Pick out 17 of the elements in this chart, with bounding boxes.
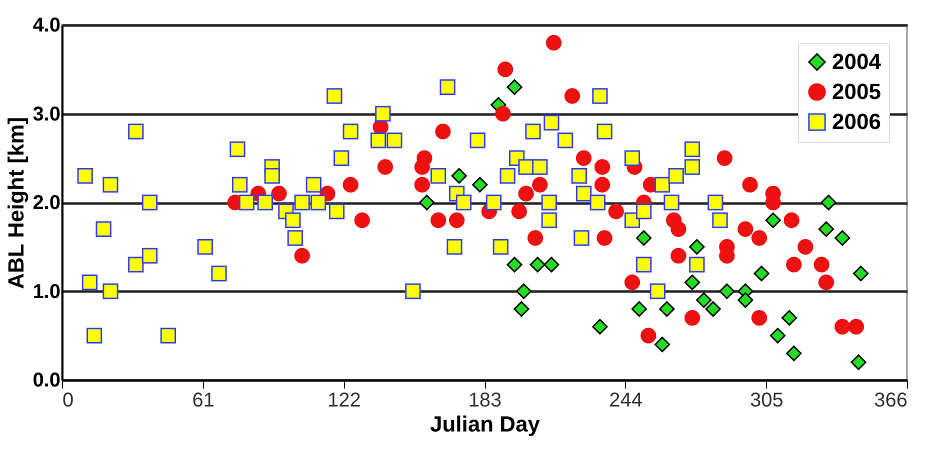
x-tick-label: 244 bbox=[609, 390, 643, 412]
x-tick-label: 366 bbox=[874, 390, 908, 412]
x-tick-label: 183 bbox=[468, 390, 502, 412]
legend-label: 2005 bbox=[832, 79, 881, 104]
y-axis-title: ABL Height [km] bbox=[4, 117, 29, 289]
x-axis-title: Julian Day bbox=[430, 412, 541, 436]
x-tick-label: 61 bbox=[192, 390, 214, 412]
x-tick-label: 122 bbox=[327, 390, 361, 412]
y-tick-label: 4.0 bbox=[32, 14, 60, 36]
y-tick-label: 1.0 bbox=[32, 280, 60, 303]
y-tick-label: 2.0 bbox=[32, 192, 60, 214]
x-tick-label: 0 bbox=[62, 390, 74, 412]
x-tick-label: 305 bbox=[750, 390, 784, 412]
y-tick-label: 0.0 bbox=[32, 370, 60, 392]
y-tick-label: 3.0 bbox=[32, 103, 60, 126]
legend-label: 2006 bbox=[832, 109, 881, 134]
legend-label: 2004 bbox=[832, 49, 882, 74]
